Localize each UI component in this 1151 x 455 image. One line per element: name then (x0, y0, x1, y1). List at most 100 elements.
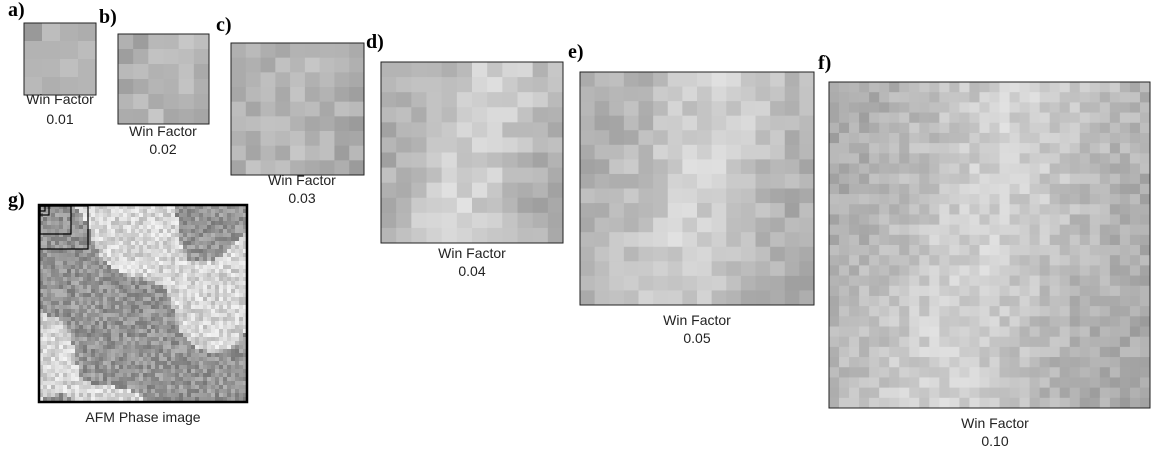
pixel (211, 361, 215, 365)
pixel (59, 309, 63, 313)
pixel (91, 317, 95, 321)
pixel (43, 333, 47, 337)
pixel (133, 49, 149, 65)
pixel (63, 397, 67, 401)
pixel (849, 113, 860, 124)
pixel (59, 213, 63, 217)
pixel (115, 353, 119, 357)
pixel (63, 285, 67, 289)
pixel (179, 261, 183, 265)
pixel (231, 225, 235, 229)
pixel (231, 285, 235, 289)
pixel (111, 225, 115, 229)
pixel (99, 213, 103, 217)
pixel (949, 245, 960, 256)
pixel (103, 353, 107, 357)
pixel (1120, 92, 1131, 103)
pixel (55, 329, 59, 333)
pixel (159, 237, 163, 241)
pixel (111, 345, 115, 349)
pixel (203, 269, 207, 273)
pixel (59, 301, 63, 305)
pixel (71, 237, 75, 241)
pixel (909, 276, 920, 287)
pixel (99, 257, 103, 261)
pixel (123, 225, 127, 229)
pixel (223, 305, 227, 309)
pixel (211, 325, 215, 329)
pixel (159, 273, 163, 277)
pixel (239, 257, 243, 261)
pixel (235, 265, 239, 269)
pixel (143, 209, 147, 213)
pixel (71, 381, 75, 385)
pixel (175, 345, 179, 349)
pixel (223, 353, 227, 357)
pixel (215, 361, 219, 365)
pixel (107, 317, 111, 321)
pixel (442, 92, 458, 108)
pixel (1100, 133, 1111, 144)
pixel (1140, 164, 1151, 175)
pixel (899, 164, 910, 175)
pixel (1070, 225, 1081, 236)
pixel (741, 247, 756, 262)
pixel (135, 329, 139, 333)
pixel (290, 146, 305, 161)
pixel (235, 377, 239, 381)
pixel (235, 365, 239, 369)
pixel (712, 116, 727, 131)
pixel (1060, 296, 1071, 307)
pixel (183, 277, 187, 281)
pixel (919, 265, 930, 276)
pixel (183, 285, 187, 289)
pixel (127, 257, 131, 261)
pixel (203, 249, 207, 253)
pixel (99, 305, 103, 309)
pixel (1120, 225, 1131, 236)
pixel (990, 327, 1001, 338)
pixel (159, 321, 163, 325)
pixel (143, 325, 147, 329)
pixel (215, 389, 219, 393)
pixel (63, 361, 67, 365)
pixel (1030, 184, 1041, 195)
pixel (83, 353, 87, 357)
pixel (756, 145, 771, 160)
pixel (119, 313, 123, 317)
pixel (1090, 214, 1101, 225)
pixel (1010, 164, 1021, 175)
pixel (123, 277, 127, 281)
pixel (859, 286, 870, 297)
pixel (849, 194, 860, 205)
pixel (135, 305, 139, 309)
pixel (71, 321, 75, 325)
pixel (239, 325, 243, 329)
pixel (79, 381, 83, 385)
pixel (929, 367, 940, 378)
pixel (639, 247, 654, 262)
figure: a)Win Factor0.01b)Win Factor0.02c)Win Fa… (0, 0, 1151, 455)
pixel (115, 321, 119, 325)
pixel (211, 385, 215, 389)
pixel (939, 92, 950, 103)
pixel (91, 309, 95, 313)
pixel (123, 369, 127, 373)
pixel (79, 397, 83, 401)
pixel (929, 357, 940, 368)
pixel (235, 241, 239, 245)
pixel (171, 385, 175, 389)
pixel (223, 217, 227, 221)
pixel (305, 58, 320, 73)
pixel (1050, 337, 1061, 348)
pixel (959, 306, 970, 317)
pixel (47, 377, 51, 381)
pixel (929, 164, 940, 175)
pixel (261, 131, 276, 146)
pixel (239, 289, 243, 293)
pixel (203, 389, 207, 393)
pixel (929, 286, 940, 297)
pixel (175, 381, 179, 385)
pixel (203, 233, 207, 237)
pixel (879, 225, 890, 236)
